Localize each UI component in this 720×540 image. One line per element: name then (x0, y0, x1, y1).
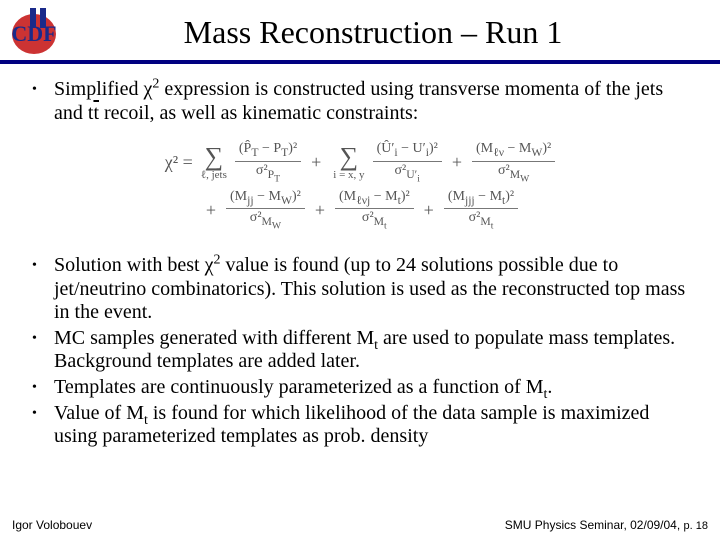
footer-author: Igor Volobouev (12, 518, 92, 532)
page-number: 18 (696, 520, 708, 532)
equation-term: (Mjj − MW)²σ²MW (226, 189, 305, 232)
bullet-text: Templates are continuously parameterized… (54, 376, 552, 398)
slide-content: Simplified χ2 expression is constructed … (0, 78, 720, 449)
sum-symbol: ∑ℓ, jets (201, 144, 227, 181)
bullet-text: Value of Mt is found for which likelihoo… (54, 402, 649, 448)
equation-term: (Û′i − U′i)²σ²U′i (373, 141, 442, 184)
plus-sign: + (206, 200, 216, 221)
plus-sign: + (452, 152, 462, 173)
equation-term: (Mℓνj − Mt)²σ²Mt (335, 189, 414, 232)
bullet-text: Simplified χ2 expression is constructed … (54, 78, 663, 124)
svg-text:CDF: CDF (11, 21, 56, 46)
bullet-list-top: Simplified χ2 expression is constructed … (26, 78, 694, 125)
equation-term: (Mℓν − MW)²σ²MW (472, 141, 555, 184)
bullet-text: Solution with best χ2 value is found (up… (54, 254, 685, 323)
equation-term: (P̂T − PT)²σ²PT (235, 141, 301, 184)
slide-title: Mass Reconstruction – Run 1 (66, 14, 720, 51)
bullet-text: MC samples generated with different Mt a… (54, 327, 675, 373)
equation-lhs: χ² = (165, 152, 193, 173)
sum-symbol: ∑i = x, y (333, 144, 364, 181)
bullet-item: Templates are continuously parameterized… (26, 376, 694, 400)
slide-footer: Igor Volobouev SMU Physics Seminar, 02/0… (12, 518, 708, 532)
plus-sign: + (315, 200, 325, 221)
plus-sign: + (311, 152, 321, 173)
cdf-logo: CDF (8, 8, 66, 56)
footer-right: SMU Physics Seminar, 02/09/04, p. 18 (505, 518, 708, 532)
bullet-item: Simplified χ2 expression is constructed … (26, 78, 694, 125)
equation-term: (Mjjj − Mt)²σ²Mt (444, 189, 518, 232)
plus-sign: + (424, 200, 434, 221)
title-rule (0, 60, 720, 64)
bullet-list-bottom: Solution with best χ2 value is found (up… (26, 254, 694, 449)
bullet-item: MC samples generated with different Mt a… (26, 327, 694, 374)
bullet-item: Solution with best χ2 value is found (up… (26, 254, 694, 325)
equation-block: χ² = ∑ℓ, jets (P̂T − PT)²σ²PT + ∑i = x, … (26, 141, 694, 236)
bullet-item: Value of Mt is found for which likelihoo… (26, 402, 694, 449)
